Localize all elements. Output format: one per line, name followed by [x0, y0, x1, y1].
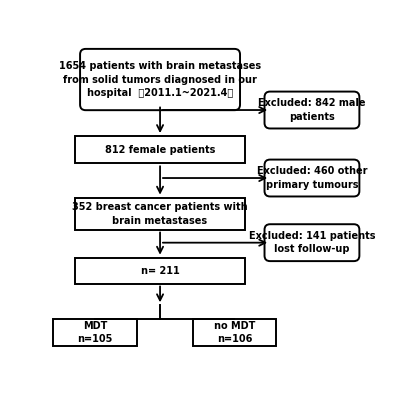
- FancyBboxPatch shape: [193, 319, 276, 346]
- FancyBboxPatch shape: [264, 224, 359, 261]
- Text: 352 breast cancer patients with
brain metastases: 352 breast cancer patients with brain me…: [72, 202, 248, 225]
- FancyBboxPatch shape: [264, 91, 359, 128]
- Text: 812 female patients: 812 female patients: [105, 145, 215, 155]
- Text: Excluded: 141 patients
lost follow-up: Excluded: 141 patients lost follow-up: [249, 231, 375, 255]
- Text: no MDT
n=106: no MDT n=106: [214, 321, 255, 345]
- Text: MDT
n=105: MDT n=105: [77, 321, 113, 345]
- Text: n= 211: n= 211: [141, 266, 180, 276]
- FancyBboxPatch shape: [75, 136, 245, 164]
- FancyBboxPatch shape: [53, 319, 137, 346]
- Text: Excluded: 460 other
primary tumours: Excluded: 460 other primary tumours: [257, 166, 367, 190]
- FancyBboxPatch shape: [264, 160, 359, 196]
- FancyBboxPatch shape: [75, 198, 245, 230]
- FancyBboxPatch shape: [75, 258, 245, 284]
- Text: Excluded: 842 male
patients: Excluded: 842 male patients: [258, 98, 366, 122]
- FancyBboxPatch shape: [80, 49, 240, 110]
- Text: 1654 patients with brain metastases
from solid tumors diagnosed in our
hospital : 1654 patients with brain metastases from…: [59, 61, 261, 98]
